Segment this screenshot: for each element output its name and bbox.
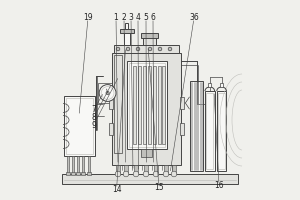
Circle shape xyxy=(116,47,120,51)
Bar xyxy=(67,156,69,174)
Text: 14: 14 xyxy=(112,184,122,194)
Bar xyxy=(71,172,75,175)
Bar xyxy=(158,66,161,144)
Bar xyxy=(125,23,128,29)
Bar xyxy=(148,66,151,144)
Bar xyxy=(116,165,120,174)
Bar xyxy=(124,32,130,45)
Bar xyxy=(124,165,128,174)
Circle shape xyxy=(136,47,140,51)
Text: 4: 4 xyxy=(136,14,140,22)
Bar xyxy=(217,91,226,171)
Bar xyxy=(114,55,122,153)
Bar xyxy=(205,91,214,171)
Bar xyxy=(164,165,168,174)
Bar xyxy=(127,61,167,149)
Bar xyxy=(190,81,203,171)
Bar xyxy=(98,83,117,103)
Bar xyxy=(141,33,158,38)
Circle shape xyxy=(106,91,109,95)
Bar xyxy=(133,66,136,144)
Bar xyxy=(120,29,134,33)
Bar xyxy=(62,174,238,184)
Text: 19: 19 xyxy=(83,14,93,22)
Circle shape xyxy=(163,171,169,177)
Bar xyxy=(112,53,181,165)
Bar xyxy=(88,156,90,174)
Bar xyxy=(180,97,184,109)
Text: 7: 7 xyxy=(91,106,96,114)
Bar xyxy=(138,66,141,144)
Bar xyxy=(172,165,176,174)
Bar xyxy=(64,96,95,156)
Bar xyxy=(72,156,74,174)
Bar xyxy=(141,149,152,157)
Text: 36: 36 xyxy=(189,14,199,22)
Bar xyxy=(134,165,138,174)
Bar xyxy=(66,172,70,175)
Bar xyxy=(76,156,80,174)
Bar xyxy=(208,83,212,87)
Circle shape xyxy=(99,85,116,101)
Bar xyxy=(144,165,148,174)
Circle shape xyxy=(115,171,121,177)
Bar xyxy=(143,35,156,45)
Text: 8: 8 xyxy=(91,114,96,122)
Bar xyxy=(180,123,184,135)
Bar xyxy=(153,66,156,144)
Bar xyxy=(81,172,85,175)
Circle shape xyxy=(143,171,149,177)
Bar xyxy=(143,66,146,144)
Circle shape xyxy=(148,47,152,51)
Circle shape xyxy=(171,171,177,177)
Text: 5: 5 xyxy=(144,14,148,22)
Circle shape xyxy=(133,171,139,177)
Circle shape xyxy=(123,171,129,177)
Text: 6: 6 xyxy=(151,14,155,22)
Circle shape xyxy=(168,47,172,51)
Bar xyxy=(154,165,158,174)
Text: 1: 1 xyxy=(114,14,118,22)
Text: 2: 2 xyxy=(122,14,126,22)
Bar xyxy=(162,66,165,144)
Bar xyxy=(87,172,91,175)
Bar xyxy=(218,93,225,169)
Bar xyxy=(66,98,93,154)
Text: 3: 3 xyxy=(129,14,134,22)
Bar xyxy=(220,83,223,87)
Bar xyxy=(109,97,113,109)
Bar xyxy=(206,93,213,169)
Bar xyxy=(82,156,84,174)
Circle shape xyxy=(158,47,162,51)
Text: 16: 16 xyxy=(214,180,224,190)
Circle shape xyxy=(153,171,159,177)
Circle shape xyxy=(126,47,130,51)
Bar xyxy=(129,63,165,147)
Bar xyxy=(109,123,113,135)
Bar xyxy=(114,45,179,53)
Bar xyxy=(76,172,80,175)
Text: 15: 15 xyxy=(154,184,164,192)
Text: 9: 9 xyxy=(91,120,96,130)
